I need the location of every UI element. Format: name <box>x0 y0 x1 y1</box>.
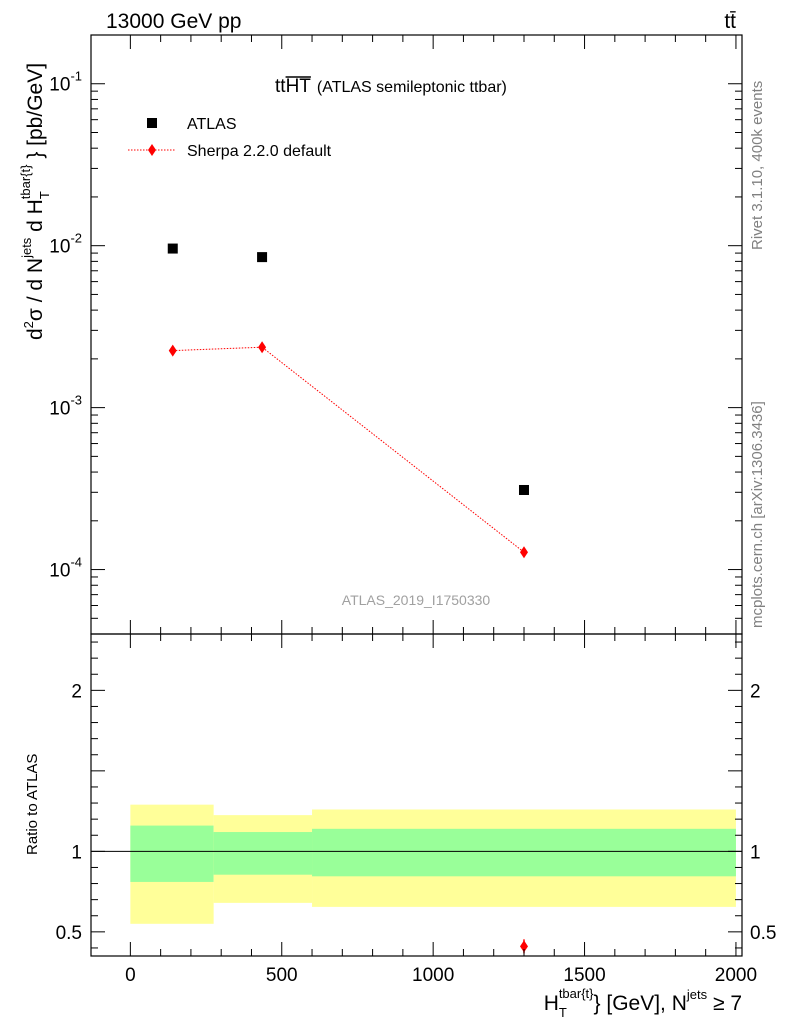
ratio-y-tick-label: 0.5 <box>56 923 82 944</box>
sherpa-line <box>172 346 525 553</box>
ratio-y-tick-label: 2 <box>71 681 82 702</box>
atlas-point <box>257 252 268 263</box>
plot-title-sub: (ATLAS semileptonic ttbar) <box>317 79 507 96</box>
mcplots-text: mcplots.cern.ch [arXiv:1306.3436] <box>749 401 766 628</box>
ratio-plot-panel: 0 500 1000 1500 2000 0.5 0.5 1 1 2 2 Ratio to ATLA… <box>24 633 776 1020</box>
ratio-y-tick-label-right: 0.5 <box>750 923 776 944</box>
ratio-y-axis-label: Ratio to ATLAS <box>24 754 41 855</box>
x-tick-label: 0 <box>125 965 136 986</box>
x-tick-label: 500 <box>266 965 298 986</box>
x-axis-label: HTtbar{t}} [GeV], Njets ≥ 7 <box>544 986 742 1020</box>
ratio-y-tick-label: 1 <box>71 842 82 863</box>
uncertainty-band-inner <box>213 832 313 875</box>
legend-marker-sherpa <box>148 144 156 156</box>
y-tick-label: 10-1 <box>49 69 82 96</box>
y-tick-label: 10-3 <box>49 393 82 420</box>
ratio-plot-frame <box>90 633 743 957</box>
ratio-point <box>519 940 528 953</box>
analysis-watermark: ATLAS_2019_I1750330 <box>342 592 491 608</box>
sherpa-point <box>519 546 528 559</box>
uncertainty-band-inner <box>312 828 736 877</box>
x-tick-label: 2000 <box>715 965 757 986</box>
process-label: tt̄ <box>724 10 736 33</box>
y-tick-label: 10-2 <box>49 231 82 258</box>
plot-title: ttHT (ATLAS semileptonic ttbar) <box>275 76 507 97</box>
plot-title-overline: HT <box>286 76 312 97</box>
ratio-y-tick-label-right: 1 <box>750 842 761 863</box>
main-y-axis-label: d2σ / d Njets d HTtbar{t} } [pb/GeV] <box>18 63 52 340</box>
legend-marker-atlas <box>147 118 157 128</box>
energy-label: 13000 GeV pp <box>106 10 241 33</box>
ratio-y-tick-label-right: 2 <box>750 681 761 702</box>
main-plot-panel: 10-110-210-310-4 ttHT (ATLAS semileptonic… <box>18 34 743 635</box>
legend-label-sherpa: Sherpa 2.2.0 default <box>187 143 332 160</box>
sherpa-point <box>168 344 177 357</box>
atlas-point <box>518 484 529 495</box>
atlas-point <box>167 243 178 254</box>
legend: ATLAS Sherpa 2.2.0 default <box>128 116 332 160</box>
x-tick-label: 1500 <box>563 965 605 986</box>
legend-label-atlas: ATLAS <box>187 116 237 133</box>
y-tick-label: 10-4 <box>49 555 82 582</box>
sherpa-point <box>258 341 267 354</box>
uncertainty-band-inner <box>130 825 214 882</box>
rivet-version-text: Rivet 3.1.10, 400k events <box>749 81 766 250</box>
x-tick-label: 1000 <box>412 965 454 986</box>
